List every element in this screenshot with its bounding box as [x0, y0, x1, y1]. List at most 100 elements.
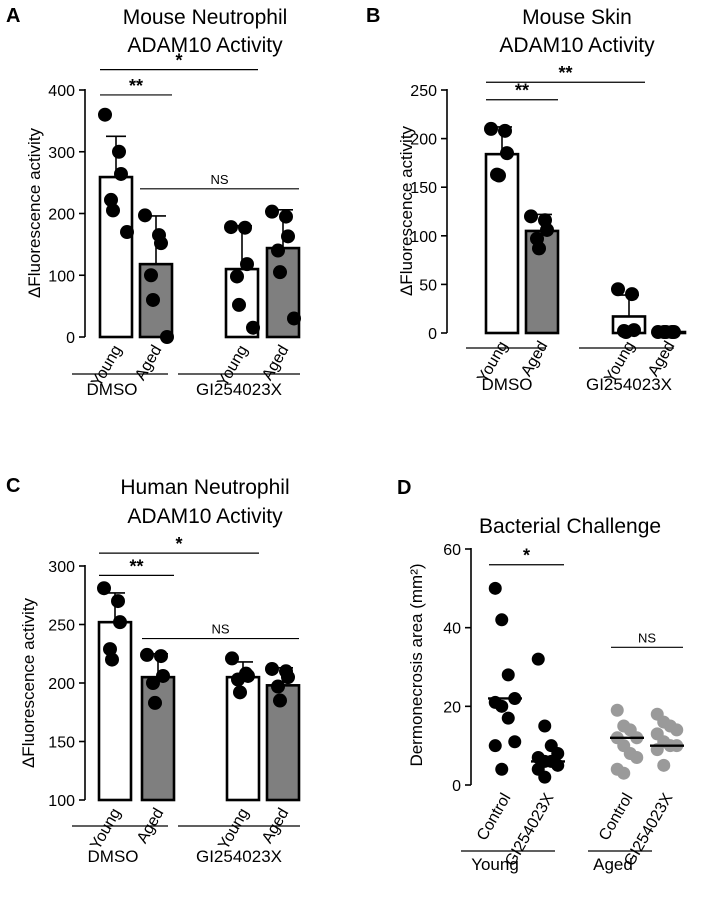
data-point — [105, 652, 119, 667]
significance-label: NS — [211, 622, 229, 637]
chart-title-line: Mouse Skin — [522, 6, 632, 29]
significance-label: * — [175, 51, 182, 71]
data-point — [148, 695, 162, 710]
data-point — [657, 758, 671, 772]
x-tick-label: Aged — [132, 343, 165, 384]
data-point — [233, 685, 247, 700]
panel-c: C Human Neutrophil ADAM10 Activity 100 150 20… — [6, 475, 301, 866]
panel-a: A Mouse Neutrophil ADAM10 Activity 0 100 200 3… — [6, 5, 301, 399]
data-point — [230, 269, 244, 284]
bar-young — [484, 152, 520, 335]
data-point — [138, 208, 152, 223]
significance-label: NS — [210, 172, 228, 187]
data-point — [488, 581, 502, 595]
data-point — [538, 770, 552, 784]
x-tick-label: Aged — [259, 343, 292, 384]
y-tick-label: 250 — [410, 83, 437, 100]
panel-label: C — [6, 475, 20, 497]
data-point — [495, 613, 509, 627]
data-point — [273, 693, 287, 708]
data-point — [112, 144, 126, 159]
data-point — [281, 670, 295, 685]
chart-title-line: Mouse Neutrophil — [123, 6, 288, 29]
data-point — [611, 282, 625, 297]
panel-b: B Mouse Skin ADAM10 Activity 0 50 100 150 200 25… — [366, 5, 687, 394]
data-point — [498, 123, 512, 138]
group-label: DMSO — [87, 380, 138, 399]
data-point — [154, 649, 168, 664]
panel-d: D Bacterial Challenge 0 20 40 60 Dermonecrosis… — [397, 477, 684, 874]
y-tick-label: 200 — [410, 132, 437, 149]
group-label: GI254023X — [586, 375, 672, 394]
panel-label: A — [6, 5, 20, 27]
data-point — [492, 168, 506, 183]
data-point — [106, 203, 120, 218]
y-tick-label: 250 — [48, 618, 75, 635]
data-point — [140, 647, 154, 662]
y-axis-label: ΔFluorescence activity — [25, 127, 44, 298]
significance-label: NS — [638, 630, 656, 645]
data-point — [225, 651, 239, 666]
data-point — [281, 229, 295, 244]
y-axis-label: ΔFluorescence activity — [397, 125, 416, 296]
chart-title-line: Human Neutrophil — [120, 476, 289, 499]
data-point — [104, 192, 118, 207]
y-tick-label: 400 — [48, 83, 75, 100]
y-tick-label: 100 — [48, 268, 75, 285]
significance-label: * — [523, 546, 530, 566]
significance-label: * — [175, 534, 182, 554]
data-point — [224, 220, 238, 235]
y-tick-label: 60 — [443, 542, 461, 559]
data-point — [617, 766, 631, 780]
data-point — [524, 209, 538, 224]
x-tick-label: Young — [215, 806, 252, 853]
y-tick-label: 0 — [66, 330, 75, 347]
panel-label: B — [366, 5, 380, 27]
data-point — [501, 668, 515, 682]
panel-label: D — [397, 477, 411, 499]
data-point — [500, 146, 514, 161]
data-point — [538, 719, 552, 733]
data-point — [232, 297, 246, 312]
data-point — [160, 330, 174, 344]
data-point — [670, 723, 684, 737]
y-tick-label: 200 — [48, 676, 75, 693]
chart-title-line: ADAM10 Activity — [127, 34, 283, 57]
y-tick-label: 0 — [452, 778, 461, 795]
y-axis-label: Dermonecrosis area (mm²) — [407, 563, 426, 766]
data-point — [287, 311, 301, 326]
data-point — [246, 320, 260, 335]
data-point — [532, 241, 546, 256]
data-point — [238, 220, 252, 235]
data-point — [146, 292, 160, 307]
data-point — [508, 735, 522, 749]
data-point — [154, 236, 168, 251]
group-label: Young — [471, 855, 519, 874]
y-tick-label: 150 — [410, 180, 437, 197]
y-tick-label: 20 — [443, 699, 461, 716]
data-point — [144, 268, 158, 283]
data-point — [540, 222, 554, 237]
data-point — [103, 642, 117, 657]
data-point — [484, 121, 498, 136]
data-point — [619, 325, 633, 340]
data-point — [231, 672, 245, 687]
data-point — [97, 581, 111, 596]
data-point — [271, 679, 285, 694]
data-point — [630, 750, 644, 764]
x-tick-label: Young — [87, 806, 124, 853]
data-point — [156, 668, 170, 683]
chart-title-line: Bacterial Challenge — [479, 515, 661, 538]
y-tick-label: 40 — [443, 621, 461, 638]
data-point — [501, 711, 515, 725]
y-tick-label: 100 — [48, 793, 75, 810]
data-point — [120, 225, 134, 240]
data-point — [625, 287, 639, 302]
data-point — [271, 243, 285, 258]
data-point — [265, 204, 279, 219]
data-point — [240, 257, 254, 272]
chart-title-line: ADAM10 Activity — [499, 34, 655, 57]
significance-label: ** — [129, 556, 143, 576]
data-point — [610, 703, 624, 717]
